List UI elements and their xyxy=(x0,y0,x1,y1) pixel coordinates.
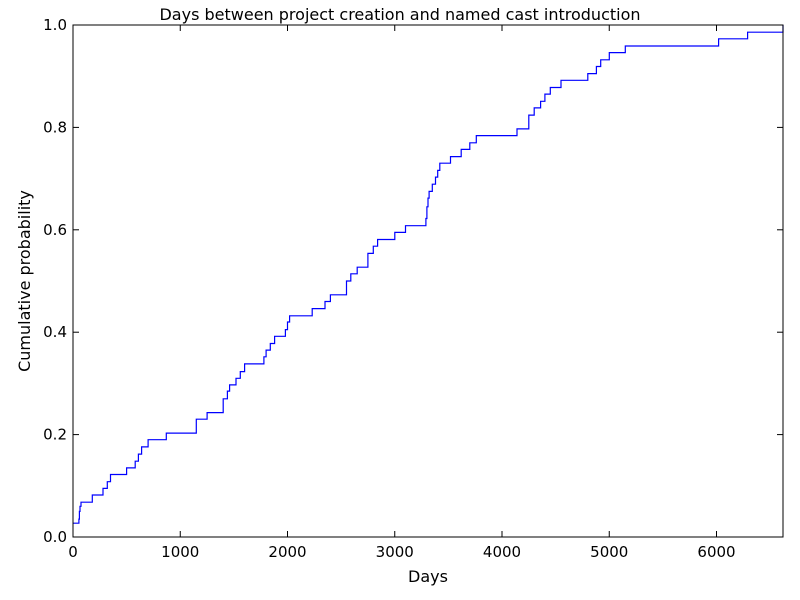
chart-title: Days between project creation and named … xyxy=(159,5,640,24)
x-axis-label: Days xyxy=(408,567,448,586)
y-tick-label: 0.8 xyxy=(43,118,67,136)
x-tick-label: 0 xyxy=(68,543,78,561)
axis-ticks: 0 1000 2000 3000 4000 5000 6000 0.0 0.2 0.4 0.6 0.8… xyxy=(43,16,783,561)
y-tick-label: 0.4 xyxy=(43,323,67,341)
cdf-step-line xyxy=(73,25,784,524)
y-tick-label: 1.0 xyxy=(43,16,67,34)
x-tick-label: 5000 xyxy=(590,543,628,561)
plot-frame xyxy=(72,24,784,538)
x-tick-label: 3000 xyxy=(376,543,414,561)
y-tick-label: 0.6 xyxy=(43,221,67,239)
plot-area xyxy=(73,25,784,524)
y-tick-label: 0.2 xyxy=(43,426,67,444)
y-axis-label: Cumulative probability xyxy=(15,190,34,372)
x-tick-label: 4000 xyxy=(483,543,521,561)
y-tick-label: 0.0 xyxy=(43,528,67,546)
x-tick-label: 1000 xyxy=(161,543,199,561)
x-tick-label: 6000 xyxy=(697,543,735,561)
x-tick-label: 2000 xyxy=(268,543,306,561)
